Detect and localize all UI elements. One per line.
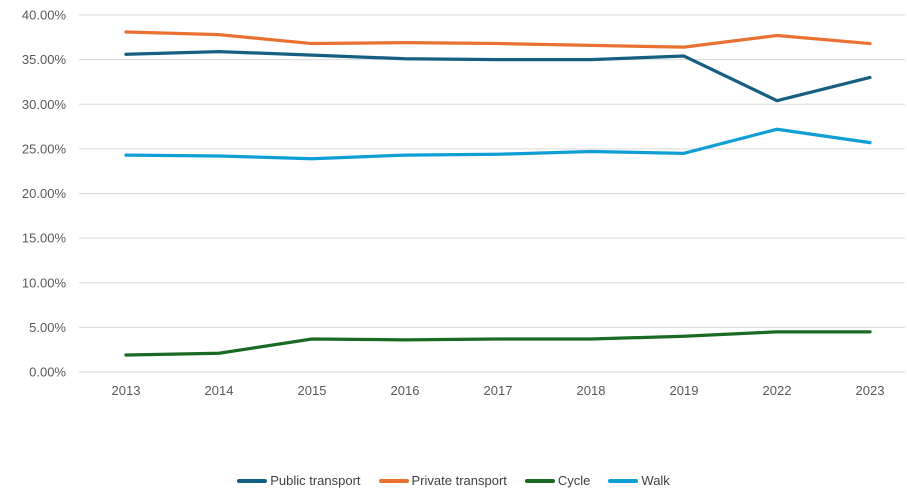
- legend-line-swatch-icon: [608, 479, 639, 483]
- y-tick-label: 30.00%: [22, 97, 67, 112]
- plot-area: 40.00% 35.00% 30.00% 25.00% 20.00% 15.00% 10.0…: [22, 8, 905, 398]
- x-tick-label: 2015: [298, 383, 327, 398]
- x-tick-label: 2017: [484, 383, 513, 398]
- y-tick-label: 40.00%: [22, 8, 67, 23]
- series-line-cycle: [124, 330, 872, 357]
- x-tick-label: 2023: [856, 383, 885, 398]
- legend-line-swatch-icon: [524, 479, 555, 483]
- x-tick-label: 2022: [763, 383, 792, 398]
- x-tick-label: 2016: [391, 383, 420, 398]
- y-tick-label: 15.00%: [22, 231, 67, 246]
- legend-item-walk: Walk: [608, 472, 670, 490]
- legend-item-cycle: Cycle: [524, 472, 591, 490]
- y-tick-label: 0.00%: [29, 365, 66, 380]
- legend-label-private-transport: Private transport: [411, 473, 507, 488]
- y-tick-label: 5.00%: [29, 320, 66, 335]
- y-tick-label: 25.00%: [22, 141, 67, 156]
- legend-label-cycle: Cycle: [557, 473, 591, 488]
- series-line-public-transport: [124, 49, 872, 103]
- series-line-walk: [124, 127, 872, 161]
- x-tick-label: 2014: [205, 383, 234, 398]
- legend-line-swatch-icon: [237, 479, 268, 483]
- x-tick-label: 2019: [670, 383, 699, 398]
- series-line-private-transport: [124, 30, 872, 49]
- legend-item-private-transport: Private transport: [378, 472, 507, 490]
- y-tick-label: 35.00%: [22, 52, 67, 67]
- x-tick-label: 2013: [112, 383, 141, 398]
- chart-legend: Public transport Private transport Cycle…: [0, 472, 907, 490]
- x-tick-label: 2018: [577, 383, 606, 398]
- legend-label-public-transport: Public transport: [270, 473, 361, 488]
- y-tick-label: 10.00%: [22, 275, 67, 290]
- legend-line-swatch-icon: [378, 479, 409, 483]
- legend-item-public-transport: Public transport: [237, 472, 361, 490]
- y-tick-label: 20.00%: [22, 186, 67, 201]
- legend-label-walk: Walk: [641, 473, 670, 488]
